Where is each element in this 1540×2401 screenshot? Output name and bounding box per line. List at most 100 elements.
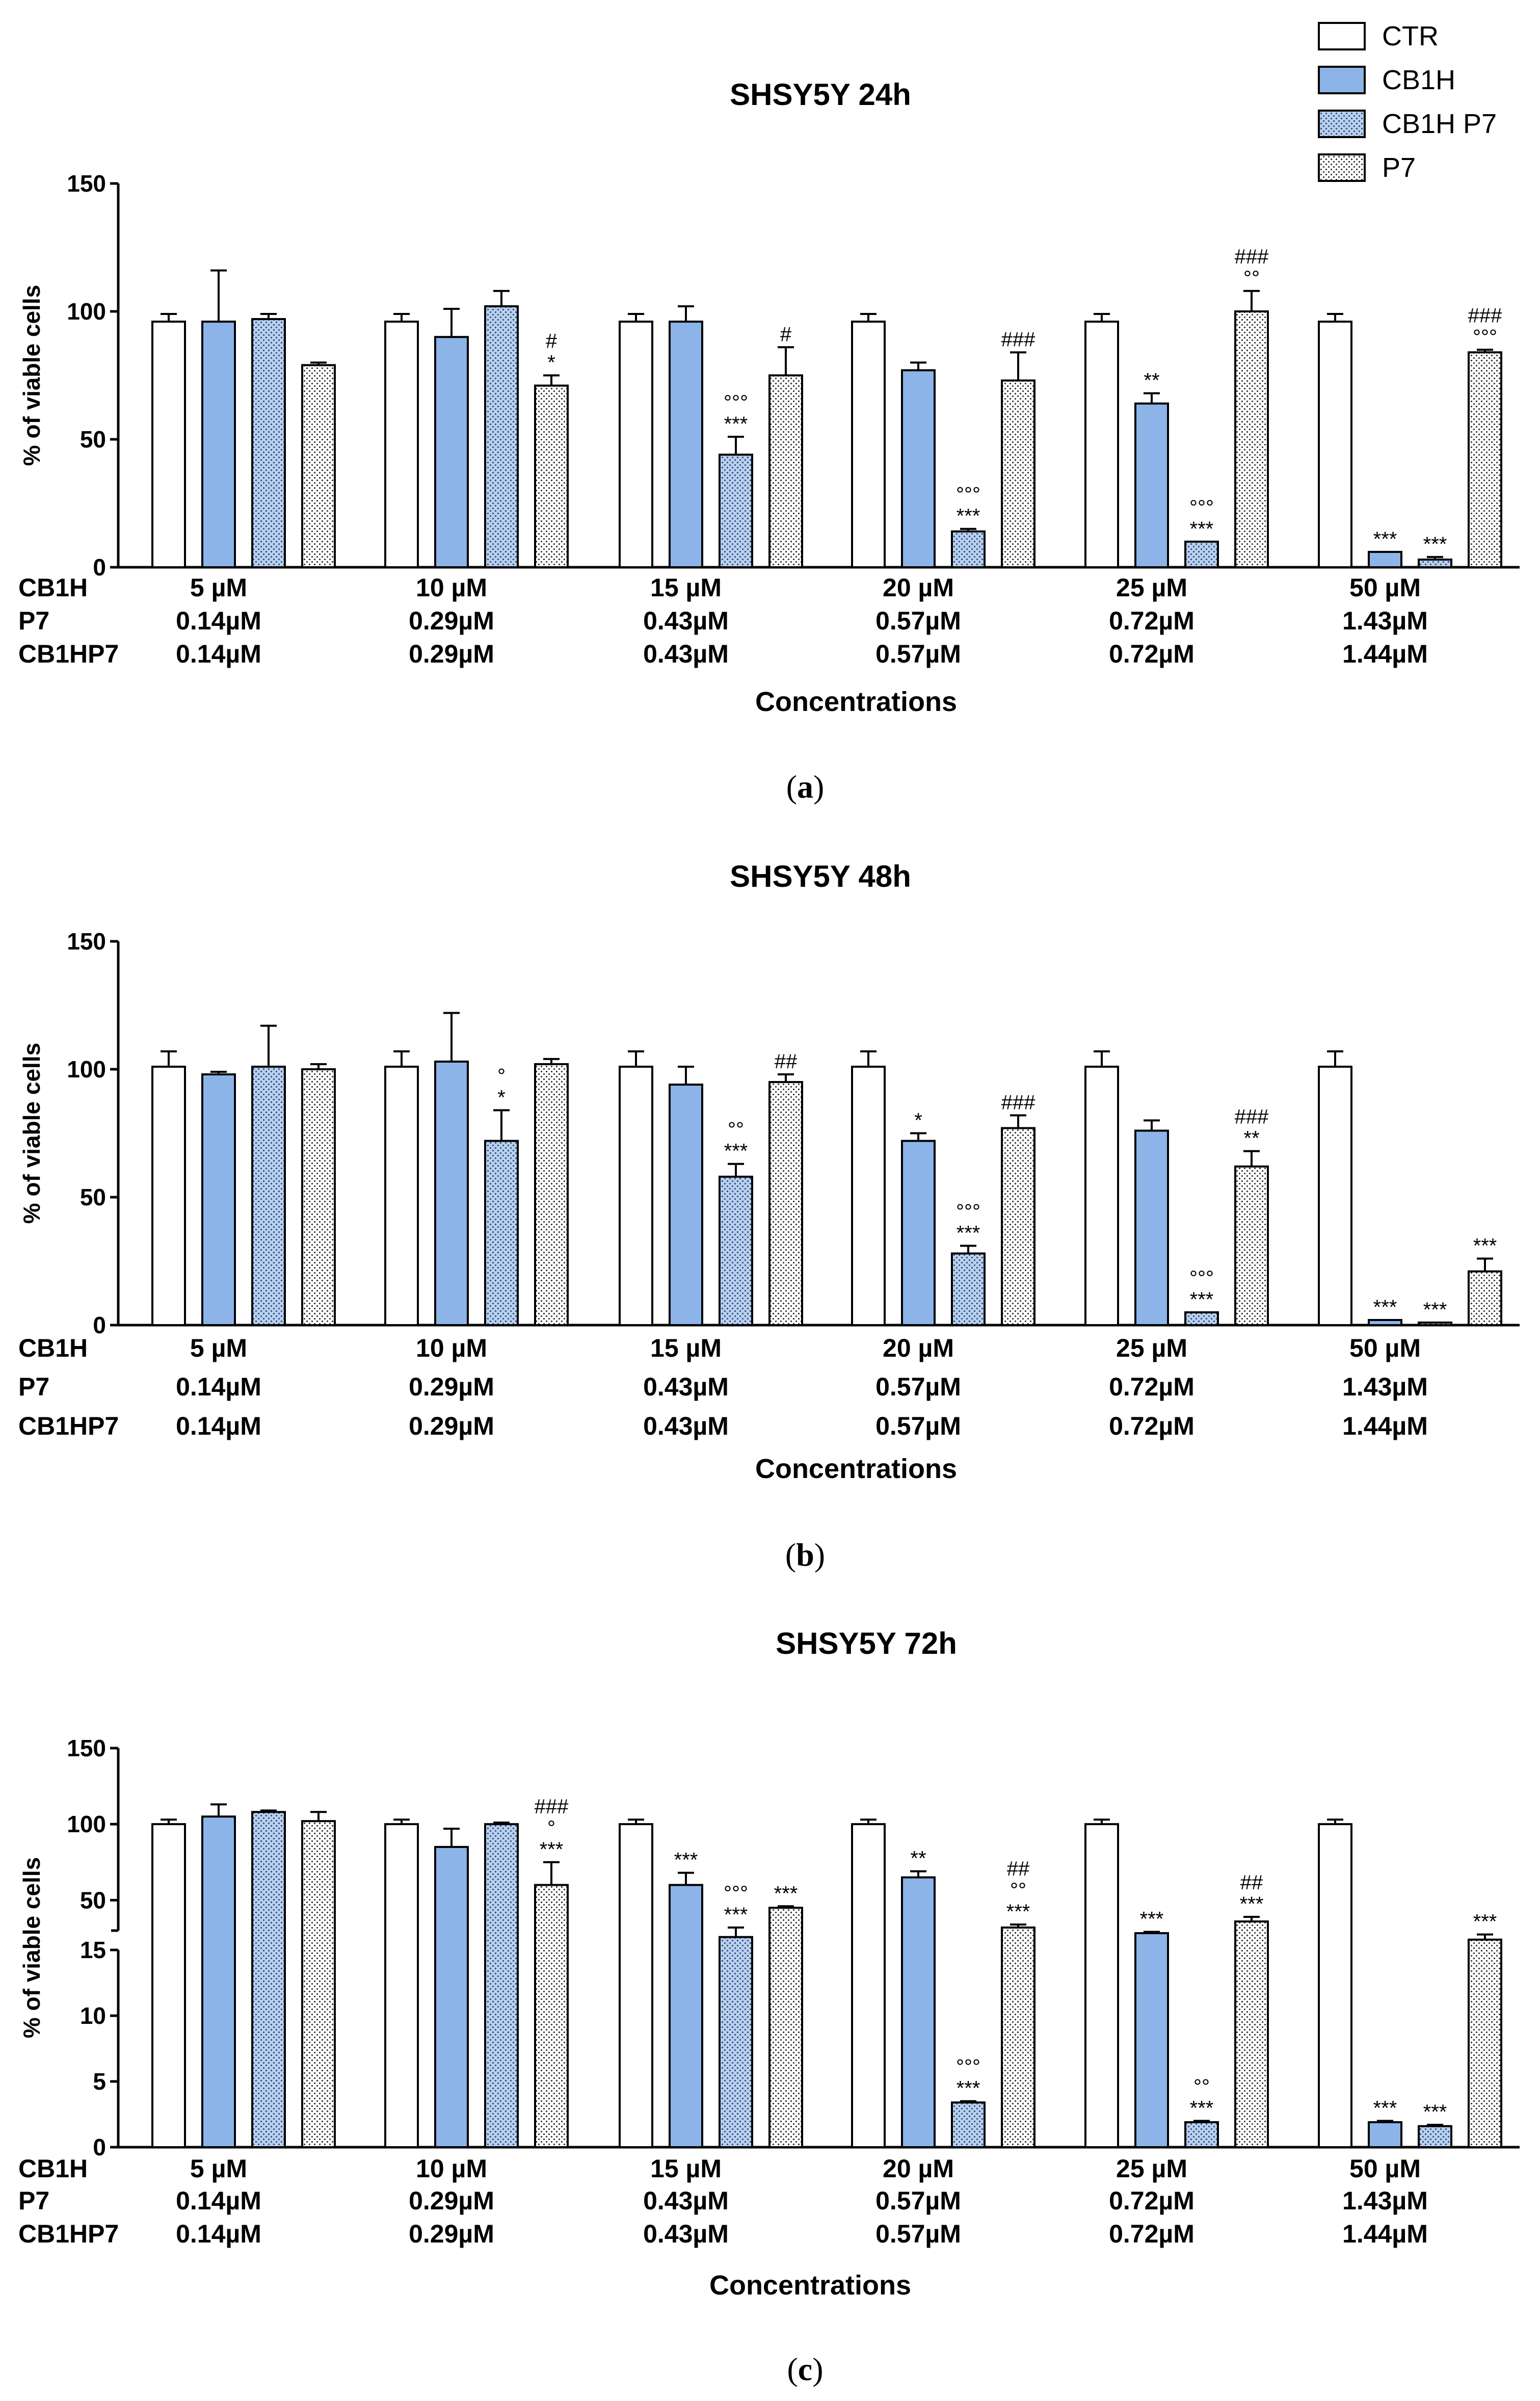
- significance-mark: °: [497, 1065, 506, 1087]
- bar: [1001, 1127, 1035, 1326]
- significance-mark: ###: [1235, 1106, 1269, 1128]
- x-tick-label: 25 µM: [1116, 573, 1187, 602]
- bar: [768, 374, 803, 568]
- significance-mark: °°: [728, 1119, 744, 1141]
- bar: [1418, 1321, 1452, 1326]
- x-tick-label: 0.57µM: [875, 1412, 961, 1440]
- row-label: CB1HP7: [18, 640, 119, 668]
- x-tick-label: 20 µM: [883, 573, 954, 602]
- x-tick-label: 0.72µM: [1109, 640, 1194, 668]
- bar: [201, 1073, 236, 1327]
- significance-mark: #: [546, 330, 557, 353]
- significance-mark: °°°: [1473, 326, 1497, 348]
- x-tick-label: 0.72µM: [1109, 606, 1194, 635]
- bar: [1368, 2121, 1402, 2148]
- significance-mark: ***: [1240, 1893, 1264, 1915]
- significance-mark: **: [1243, 1127, 1259, 1150]
- significance-mark: ###: [1468, 304, 1502, 327]
- bar: [669, 1884, 703, 2148]
- x-tick-label: 5 µM: [190, 2154, 247, 2183]
- bar: [1468, 1270, 1502, 1327]
- x-tick-label: 0.43µM: [643, 2186, 729, 2215]
- legend: CTR CB1H CB1H P7 P7: [1318, 21, 1497, 183]
- bar: [619, 1065, 653, 1326]
- bar: [1084, 321, 1119, 569]
- bar: [951, 530, 986, 568]
- bar: [1234, 1920, 1269, 2149]
- x-tick-label: 50 µM: [1349, 2154, 1421, 2183]
- significance-mark: *: [547, 352, 555, 374]
- bar: [1134, 1129, 1169, 1326]
- significance-mark: ***: [1190, 1288, 1214, 1311]
- x-tick-label: 0.72µM: [1109, 1412, 1194, 1440]
- bar: [1184, 1311, 1219, 1326]
- significance-mark: ###: [1235, 246, 1269, 268]
- x-tick-label: 10 µM: [416, 573, 487, 602]
- significance-mark: ***: [1423, 1299, 1447, 1321]
- bar: [384, 1823, 419, 2149]
- significance-mark: ***: [774, 1882, 798, 1905]
- legend-swatch: [1318, 153, 1366, 182]
- bar: [851, 1065, 886, 1326]
- chart-title: SHSY5Y 24h: [730, 77, 911, 112]
- significance-mark: °°°: [1189, 496, 1214, 519]
- bar: [1001, 379, 1035, 568]
- row-label: CB1H: [18, 2154, 88, 2183]
- y-tick-label: 150: [67, 1735, 106, 1761]
- significance-mark: ***: [957, 505, 980, 527]
- panel-48h: SHSY5Y 48h% of viable cells050100150****…: [18, 859, 1520, 1573]
- legend-swatch: [1318, 110, 1366, 138]
- bar: [719, 1175, 753, 1327]
- significance-mark: **: [1144, 370, 1159, 392]
- x-tick-label: 0.14µM: [176, 2186, 261, 2215]
- significance-mark: *: [914, 1110, 922, 1132]
- x-tick-label: 50 µM: [1349, 1334, 1421, 1362]
- y-tick-label: 0: [93, 2134, 106, 2160]
- significance-mark: ***: [1373, 1296, 1397, 1318]
- x-tick-label: 0.14µM: [176, 640, 261, 668]
- y-tick-label: 10: [80, 2002, 106, 2029]
- row-label: CB1HP7: [18, 2220, 119, 2248]
- significance-mark: ***: [1473, 1234, 1497, 1257]
- row-label: CB1HP7: [18, 1412, 119, 1440]
- significance-mark: ***: [1423, 2101, 1447, 2123]
- significance-mark: ***: [1190, 518, 1214, 540]
- x-tick-label: 0.57µM: [875, 2220, 961, 2248]
- bar: [534, 384, 569, 569]
- significance-mark: °°°: [956, 2056, 980, 2078]
- x-tick-label: 0.14µM: [176, 1412, 261, 1440]
- x-tick-label: 15 µM: [650, 2154, 722, 2183]
- x-tick-label: 25 µM: [1116, 2154, 1187, 2183]
- bar: [151, 321, 186, 569]
- x-tick-label: 0.14µM: [176, 606, 261, 635]
- bar: [1418, 558, 1452, 568]
- significance-mark: °°°: [956, 484, 980, 506]
- x-tick-label: 0.72µM: [1109, 1373, 1194, 1401]
- x-tick-label: 0.43µM: [643, 606, 729, 635]
- x-tick-label: 0.29µM: [409, 2186, 494, 2215]
- y-tick-label: 150: [67, 928, 106, 955]
- bar: [951, 1252, 986, 1326]
- bar: [1368, 550, 1402, 569]
- y-axis-label: % of viable cells: [18, 1043, 45, 1224]
- x-axis-label: Concentrations: [709, 2270, 911, 2301]
- significance-mark: °°°: [1189, 1267, 1214, 1289]
- x-tick-label: 5 µM: [190, 573, 247, 602]
- bar: [1418, 2125, 1452, 2149]
- significance-mark: ***: [957, 1222, 980, 1244]
- row-label: CB1H: [18, 1334, 88, 1362]
- legend-label: CB1H P7: [1382, 109, 1497, 139]
- x-tick-label: 0.57µM: [875, 1373, 961, 1401]
- bar: [151, 1823, 186, 2149]
- x-tick-label: 0.14µM: [176, 2220, 261, 2248]
- y-tick-label: 50: [80, 1887, 106, 1913]
- significance-mark: °°°: [724, 391, 748, 414]
- bar: [301, 364, 336, 568]
- panel-caption: (b): [785, 1537, 825, 1573]
- y-tick-label: 100: [67, 1056, 106, 1083]
- x-tick-label: 0.57µM: [875, 2186, 961, 2215]
- significance-mark: °°°: [956, 1200, 980, 1223]
- x-tick-label: 1.43µM: [1342, 606, 1428, 635]
- panel-72h: SHSY5Y 72h % of viable cells 50 100 150 0 5 10 1…: [18, 1626, 1520, 2387]
- significance-mark: **: [910, 1848, 926, 1870]
